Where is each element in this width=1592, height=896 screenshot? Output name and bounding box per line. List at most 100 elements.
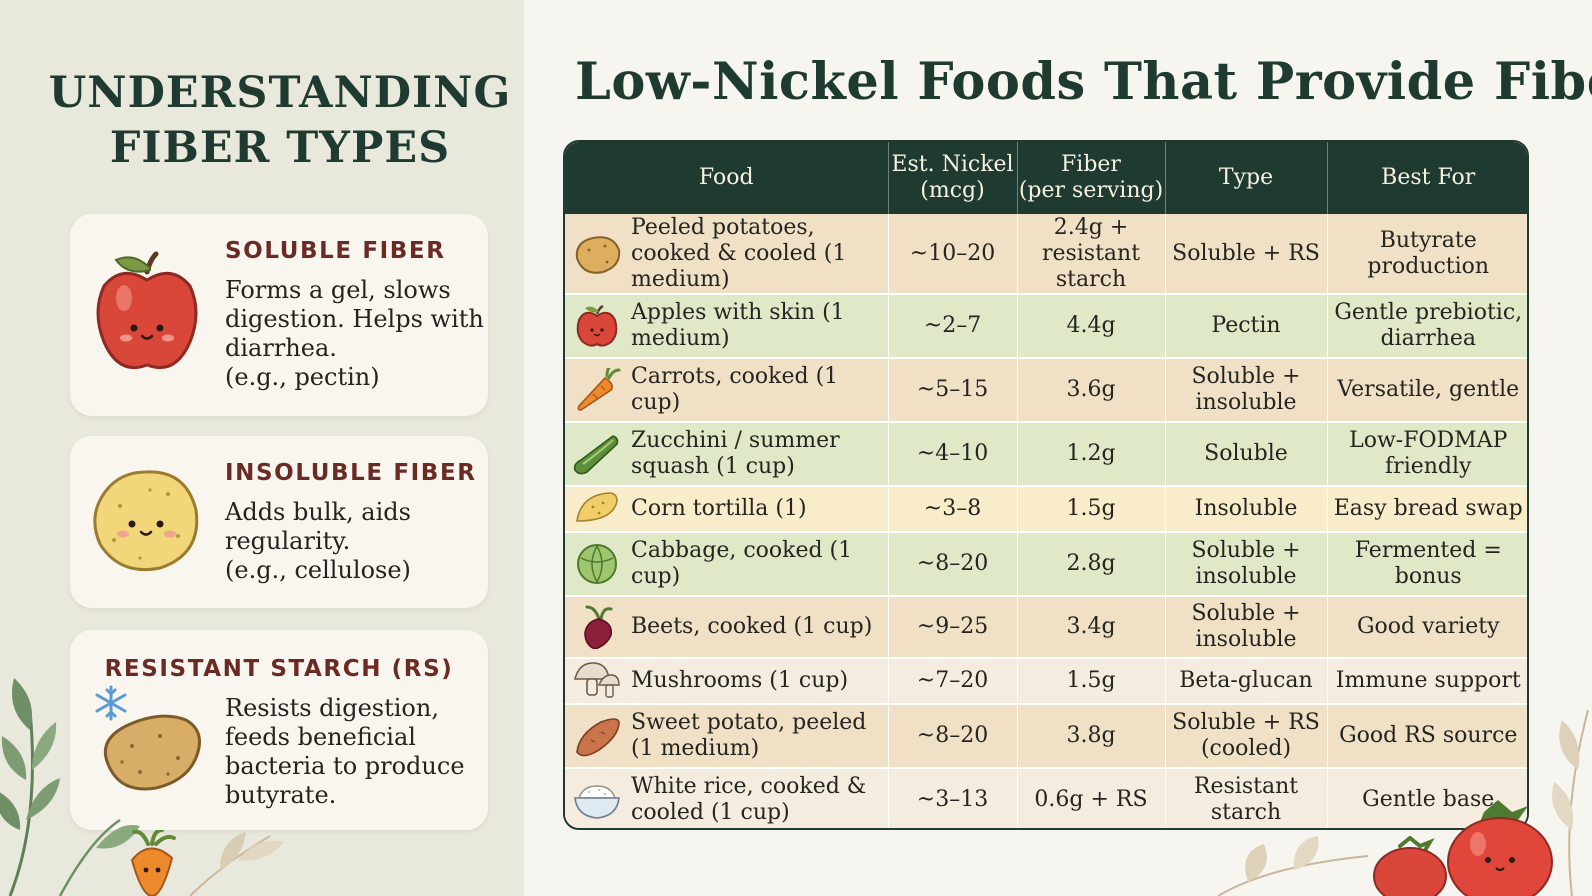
nickel-cell: ~10–20 bbox=[888, 214, 1018, 295]
left-title-line2: FIBER TYPES bbox=[109, 123, 451, 173]
food-name: Corn tortilla (1) bbox=[631, 496, 807, 521]
food-cell: Corn tortilla (1) bbox=[565, 486, 889, 533]
rice-bowl-icon bbox=[574, 785, 620, 819]
resistant-starch-heading: RESISTANT STARCH (RS) bbox=[104, 656, 454, 682]
apple-icon bbox=[576, 304, 618, 347]
leaves-decoration-icon bbox=[1217, 836, 1369, 896]
mushroom-icon bbox=[573, 662, 620, 698]
food-cell: Sweet potato, peeled (1 medium) bbox=[565, 704, 889, 769]
dry-leaves-decoration-icon bbox=[1552, 709, 1589, 896]
best-for-cell: Butyrate production bbox=[1327, 214, 1527, 295]
type-cell: Soluble + RS bbox=[1165, 214, 1328, 295]
insoluble-fiber-card: INSOLUBLE FIBER Adds bulk, aids regulari… bbox=[70, 436, 488, 608]
potato-icon bbox=[93, 470, 199, 572]
potato-icon bbox=[575, 235, 621, 274]
fiber-cell: 1.2g bbox=[1017, 422, 1166, 487]
best-for-cell: Easy bread swap bbox=[1327, 486, 1527, 533]
nickel-cell: ~3–13 bbox=[888, 768, 1018, 828]
table-row: Beets, cooked (1 cup) ~9–25 3.4g Soluble… bbox=[565, 596, 1527, 659]
fiber-cell: 3.4g bbox=[1017, 596, 1166, 659]
food-name: Apples with skin (1 medium) bbox=[631, 300, 845, 351]
table-row: Corn tortilla (1) ~3–8 1.5g Insoluble Ea… bbox=[565, 486, 1527, 533]
soluble-fiber-card: SOLUBLE FIBER Forms a gel, slows digesti… bbox=[70, 214, 488, 416]
nickel-cell: ~8–20 bbox=[888, 532, 1018, 597]
food-cell: Beets, cooked (1 cup) bbox=[565, 596, 889, 659]
food-cell: Zucchini / summer squash (1 cup) bbox=[565, 422, 889, 487]
nickel-cell: ~7–20 bbox=[888, 658, 1018, 705]
food-cell: Apples with skin (1 medium) bbox=[565, 294, 889, 359]
soluble-fiber-description: Forms a gel, slows digestion. Helps with… bbox=[225, 276, 484, 391]
col-header-food: Food bbox=[565, 142, 889, 214]
snowflake-icon bbox=[95, 685, 127, 721]
col-header-best-for: Best For bbox=[1327, 142, 1527, 214]
resistant-starch-description: Resists digestion, feeds beneficial bact… bbox=[225, 694, 465, 809]
zucchini-icon bbox=[573, 435, 619, 475]
fiber-cell: 3.8g bbox=[1017, 704, 1166, 769]
food-name: Mushrooms (1 cup) bbox=[631, 668, 849, 693]
best-for-cell: Good RS source bbox=[1327, 704, 1527, 769]
type-cell: Soluble + insoluble bbox=[1165, 596, 1328, 659]
cold-potato-icon bbox=[103, 714, 201, 791]
type-cell: Beta-glucan bbox=[1165, 658, 1328, 705]
carrot-decoration-icon bbox=[130, 830, 176, 896]
type-cell: Resistant starch bbox=[1165, 768, 1328, 828]
fiber-cell: 1.5g bbox=[1017, 658, 1166, 705]
resistant-starch-card: RESISTANT STARCH (RS) Resists digestion,… bbox=[70, 630, 488, 830]
leaves-decoration-icon bbox=[0, 678, 140, 896]
best-for-cell: Gentle prebiotic, diarrhea bbox=[1327, 294, 1527, 359]
tortilla-icon bbox=[576, 492, 618, 522]
type-cell: Soluble bbox=[1165, 422, 1328, 487]
fiber-cell: 3.6g bbox=[1017, 358, 1166, 423]
page-title: Low-Nickel Foods That Provide Fiber bbox=[575, 52, 1592, 112]
food-name: Sweet potato, peeled (1 medium) bbox=[631, 710, 867, 761]
insoluble-fiber-description: Adds bulk, aids regularity. (e.g., cellu… bbox=[225, 498, 411, 584]
left-title-line1: UNDERSTANDING bbox=[48, 68, 512, 118]
type-cell: Soluble + RS (cooled) bbox=[1165, 704, 1328, 769]
nickel-cell: ~5–15 bbox=[888, 358, 1018, 423]
fiber-table: Food Est. Nickel (mcg) Fiber (per servin… bbox=[563, 140, 1529, 830]
fiber-cell: 0.6g + RS bbox=[1017, 768, 1166, 828]
nickel-cell: ~8–20 bbox=[888, 704, 1018, 769]
nickel-cell: ~4–10 bbox=[888, 422, 1018, 487]
fiber-cell: 2.4g + resistant starch bbox=[1017, 214, 1166, 295]
table-row: Cabbage, cooked (1 cup) ~8–20 2.8g Solub… bbox=[565, 532, 1527, 597]
food-cell: Peeled potatoes, cooked & cooled (1 medi… bbox=[565, 214, 889, 295]
left-title: UNDERSTANDING FIBER TYPES bbox=[20, 66, 524, 176]
insoluble-fiber-heading: INSOLUBLE FIBER bbox=[225, 460, 477, 486]
sweet-potato-icon bbox=[576, 718, 620, 757]
best-for-cell: Versatile, gentle bbox=[1327, 358, 1527, 423]
fiber-cell: 1.5g bbox=[1017, 486, 1166, 533]
food-cell: White rice, cooked & cooled (1 cup) bbox=[565, 768, 889, 828]
food-name: Peeled potatoes, cooked & cooled (1 medi… bbox=[631, 214, 847, 292]
dry-leaves-decoration-icon bbox=[189, 832, 284, 896]
table-row: Zucchini / summer squash (1 cup) ~4–10 1… bbox=[565, 422, 1527, 487]
type-cell: Pectin bbox=[1165, 294, 1328, 359]
best-for-cell: Low-FODMAP friendly bbox=[1327, 422, 1527, 487]
nickel-cell: ~9–25 bbox=[888, 596, 1018, 659]
nickel-cell: ~2–7 bbox=[888, 294, 1018, 359]
type-cell: Insoluble bbox=[1165, 486, 1328, 533]
food-name: White rice, cooked & cooled (1 cup) bbox=[631, 774, 867, 825]
food-cell: Carrots, cooked (1 cup) bbox=[565, 358, 889, 423]
fiber-cell: 4.4g bbox=[1017, 294, 1166, 359]
tomato-decoration-icon bbox=[1447, 800, 1553, 896]
table-row: Apples with skin (1 medium) ~2–7 4.4g Pe… bbox=[565, 294, 1527, 359]
food-cell: Cabbage, cooked (1 cup) bbox=[565, 532, 889, 597]
table-row: Carrots, cooked (1 cup) ~5–15 3.6g Solub… bbox=[565, 358, 1527, 423]
food-name: Zucchini / summer squash (1 cup) bbox=[631, 428, 840, 479]
best-for-cell: Immune support bbox=[1327, 658, 1527, 705]
tomato-small-decoration-icon bbox=[1373, 836, 1447, 896]
best-for-cell: Gentle base bbox=[1327, 768, 1527, 828]
food-name: Carrots, cooked (1 cup) bbox=[631, 364, 839, 415]
apple-icon bbox=[96, 251, 198, 369]
fiber-cell: 2.8g bbox=[1017, 532, 1166, 597]
beet-icon bbox=[584, 605, 613, 649]
table-row: Sweet potato, peeled (1 medium) ~8–20 3.… bbox=[565, 704, 1527, 769]
table-row: Peeled potatoes, cooked & cooled (1 medi… bbox=[565, 214, 1527, 295]
table-header-row: Food Est. Nickel (mcg) Fiber (per servin… bbox=[565, 142, 1527, 214]
best-for-cell: Fermented = bonus bbox=[1327, 532, 1527, 597]
nickel-cell: ~3–8 bbox=[888, 486, 1018, 533]
carrot-icon bbox=[577, 368, 621, 411]
type-cell: Soluble + insoluble bbox=[1165, 358, 1328, 423]
table-row: Mushrooms (1 cup) ~7–20 1.5g Beta-glucan… bbox=[565, 658, 1527, 705]
